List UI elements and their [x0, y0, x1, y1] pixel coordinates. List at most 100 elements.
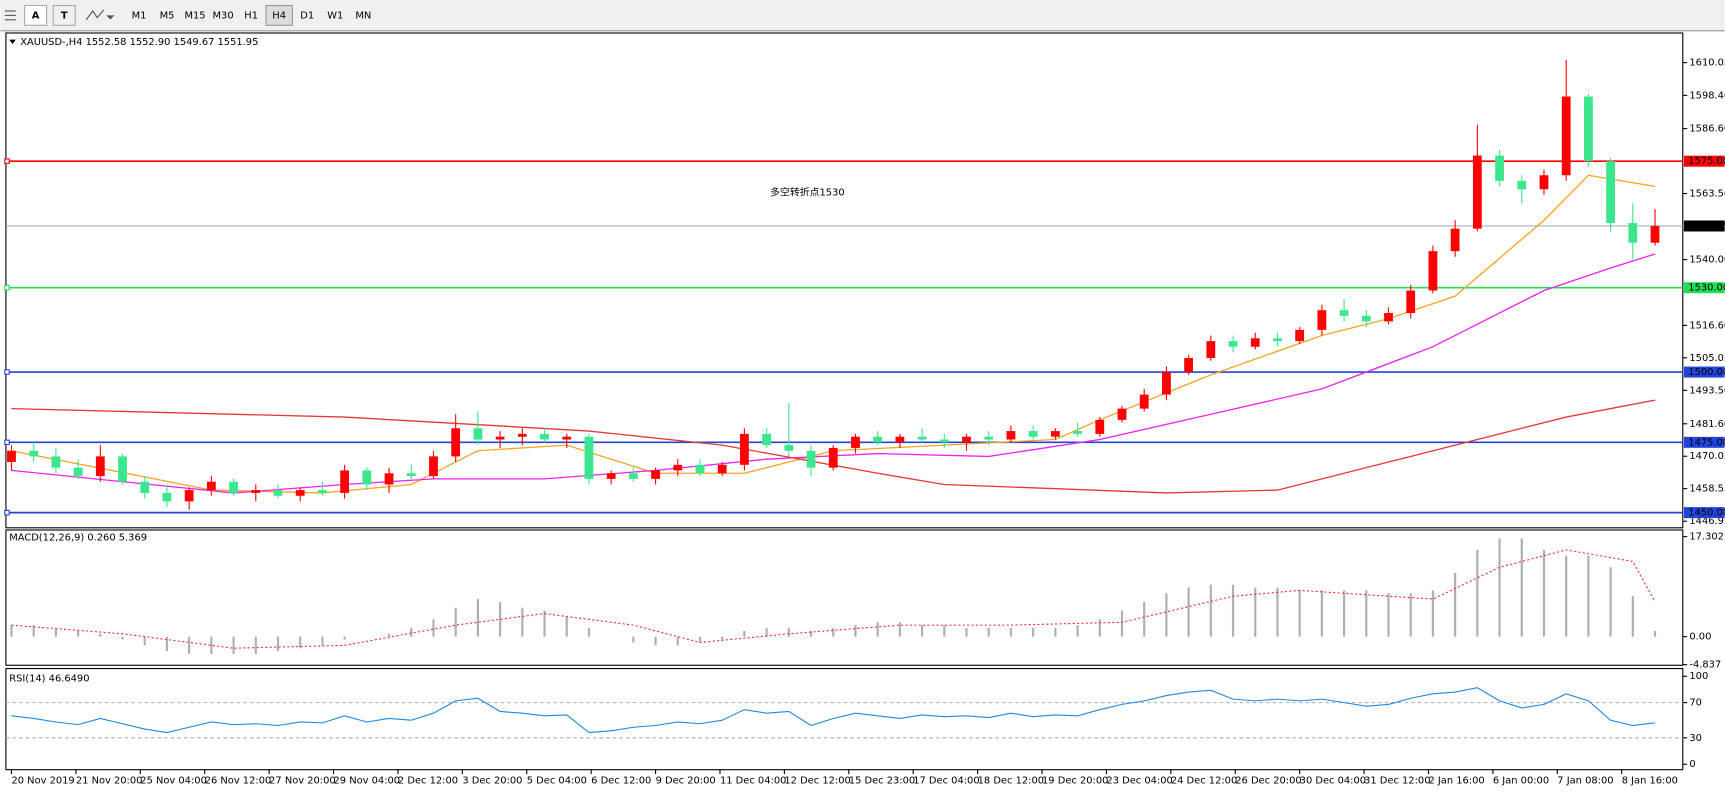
x-tick-label: 5 Dec 04:00: [527, 776, 587, 787]
timeframe-button[interactable]: [237, 5, 265, 26]
candle-body: [1139, 394, 1149, 409]
x-tick-label: 19 Dec 20:00: [1042, 776, 1108, 787]
y-tick-label: 0.00: [1689, 632, 1711, 643]
y-tick-label: 1610.05: [1689, 58, 1725, 69]
timeframe-button[interactable]: [181, 5, 209, 26]
candle-body: [429, 456, 438, 477]
timeframe-button[interactable]: [125, 5, 153, 26]
level-label-box: [1683, 366, 1725, 378]
timeframe-label[interactable]: M1: [132, 10, 147, 21]
tool-button-label[interactable]: T: [61, 10, 68, 21]
candle-body: [1628, 223, 1638, 243]
level-label-box: [1683, 282, 1725, 294]
toolbar-icon[interactable]: [4, 9, 115, 21]
timeframe-button[interactable]: [350, 5, 377, 26]
annotation: 多空转折点1530: [770, 185, 845, 198]
candle-body: [29, 450, 39, 457]
candle-body: [1583, 96, 1593, 162]
timeframe-label[interactable]: M5: [160, 10, 175, 21]
candle-body: [1450, 228, 1460, 252]
candle-body: [939, 439, 949, 443]
x-tick-label: 15 Dec 23:00: [849, 776, 915, 787]
candle-body: [1539, 175, 1549, 190]
timeframe-label[interactable]: MN: [355, 10, 371, 21]
candle-body: [229, 481, 238, 493]
timeframe-label[interactable]: M30: [213, 10, 234, 21]
candle-body: [318, 490, 327, 493]
candle-body: [1406, 290, 1416, 314]
candle-body: [1606, 161, 1616, 224]
candle-body: [162, 492, 172, 502]
candle-body: [762, 433, 772, 446]
macd-title: MACD(12,26,9) 0.260 5.369: [9, 533, 147, 544]
timeframe-button[interactable]: [294, 5, 321, 26]
candle-body: [873, 436, 883, 443]
tool-button-label[interactable]: A: [32, 10, 40, 21]
macd-signal: [11, 549, 1656, 649]
timeframe-button[interactable]: [322, 5, 349, 26]
timeframe-button[interactable]: [153, 5, 181, 26]
level-handle: [4, 509, 10, 516]
current-price-box: [1683, 220, 1725, 232]
moving-average: [11, 399, 1656, 494]
tool-button[interactable]: [24, 4, 48, 26]
candle-body: [851, 436, 860, 448]
tool-button[interactable]: [52, 4, 76, 26]
candle-body: [273, 490, 283, 496]
macd-pane: [5, 529, 1684, 666]
candle-body: [7, 450, 16, 463]
candle-body: [295, 490, 305, 496]
candle-body: [1384, 313, 1393, 322]
candle-body: [1339, 310, 1349, 316]
x-tick-label: 26 Dec 20:00: [1235, 776, 1301, 787]
candle-body: [451, 428, 461, 457]
current-price-label: 1551.95: [1688, 221, 1725, 232]
y-tick-label: 0: [1689, 759, 1695, 770]
candle-body: [1317, 310, 1327, 330]
x-tick-label: 26 Nov 12:00: [205, 776, 272, 787]
candle-body: [1206, 341, 1216, 358]
level-label: 1530.00: [1688, 283, 1725, 294]
x-tick-label: 18 Dec 12:00: [978, 776, 1044, 787]
y-tick-label: -4.837: [1689, 660, 1721, 671]
candle-body: [828, 447, 838, 468]
timeframe-label[interactable]: D1: [300, 10, 314, 21]
chart-title: XAUUSD-,H4 1552.58 1552.90 1549.67 1551.…: [20, 37, 258, 48]
candle-body: [695, 464, 705, 474]
x-tick-label: 6 Dec 12:00: [591, 776, 651, 787]
y-tick-label: 1505.05: [1689, 353, 1725, 364]
timeframe-button[interactable]: [209, 5, 237, 26]
y-tick-label: 30: [1689, 733, 1702, 744]
y-tick-label: 17.302: [1689, 532, 1724, 543]
timeframe-label[interactable]: W1: [327, 10, 343, 21]
y-tick-label: 1540.00: [1689, 255, 1725, 266]
candle-body: [73, 467, 83, 477]
candle-body: [917, 436, 927, 440]
candle-body: [740, 433, 749, 465]
candle-body: [1050, 431, 1060, 437]
x-tick-label: 29 Nov 04:00: [334, 776, 401, 787]
timeframe-label[interactable]: M15: [185, 10, 206, 21]
candle-body: [51, 456, 61, 468]
timeframe-label[interactable]: H4: [272, 10, 286, 21]
x-tick-label: 9 Dec 20:00: [656, 776, 716, 787]
candle-body: [562, 436, 572, 440]
rsi-pane: [5, 667, 1684, 771]
candle-body: [1162, 372, 1171, 395]
candle-body: [1517, 180, 1527, 190]
level-label: 1575.00: [1688, 156, 1725, 167]
level-handle: [4, 284, 10, 291]
x-tick-label: 8 Jan 16:00: [1622, 776, 1678, 787]
symbol-arrow: [9, 39, 16, 44]
x-tick-label: 20 Nov 2019: [11, 776, 74, 787]
candle-body: [95, 456, 105, 477]
candle-body: [717, 464, 727, 474]
timeframe-label[interactable]: H1: [244, 10, 258, 21]
x-tick-label: 25 Nov 04:00: [140, 776, 207, 787]
candle-body: [118, 456, 127, 482]
candle-body: [895, 436, 905, 443]
candle-body: [1472, 155, 1482, 229]
timeframe-button[interactable]: [265, 4, 293, 26]
